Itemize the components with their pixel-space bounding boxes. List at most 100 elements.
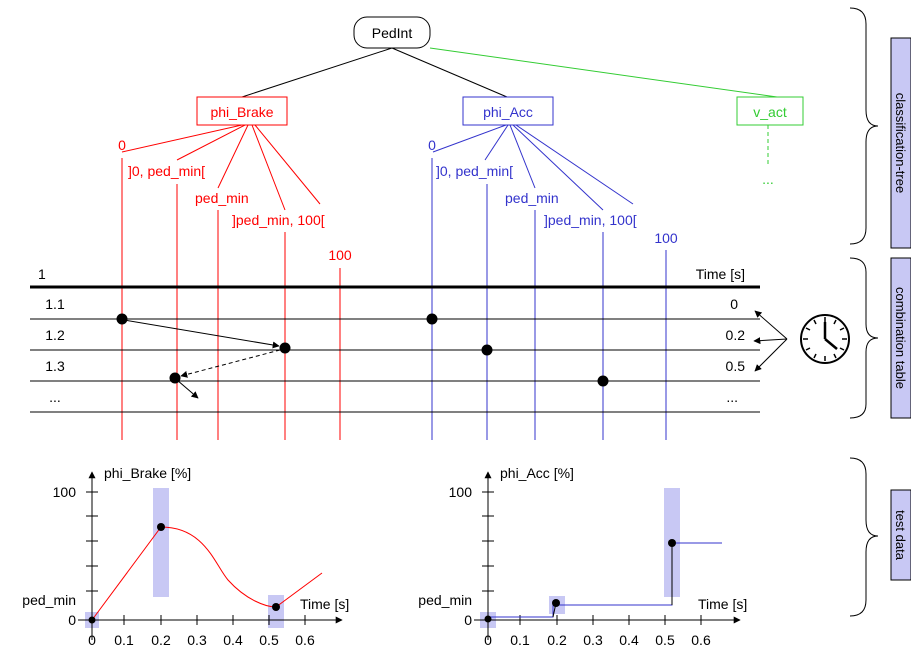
combination-table: 1 Time [s] 1.1 1.2 1.3 ... 0 0.2 0.5 ...	[30, 266, 788, 413]
time-band	[268, 595, 284, 628]
data-label-box	[890, 489, 911, 581]
table-section-label: combination table	[893, 287, 908, 389]
acc-class-pedmin: ped_min	[505, 190, 559, 206]
row-id: ...	[49, 389, 61, 405]
root-node	[353, 16, 431, 49]
svg-text:0: 0	[88, 632, 96, 648]
table-brace	[849, 257, 879, 419]
brake-class-pedmin: ped_min	[195, 190, 249, 206]
table-label-box	[890, 257, 911, 419]
row-time: 0	[730, 296, 738, 312]
class-columns	[121, 158, 667, 440]
acc-y-100: 100	[449, 484, 473, 500]
plot-acc: phi_Acc [%] 100 ped_min 0 Time [s] 0 0.1…	[418, 465, 747, 648]
selection-dot	[597, 375, 609, 387]
vact-node-label: v_act	[753, 104, 787, 120]
brake-class-open-high: ]ped_min, 100[	[232, 212, 325, 228]
row-id: 1.2	[45, 327, 65, 343]
brake-x-label: Time [s]	[300, 596, 349, 612]
root-label: PedInt	[372, 25, 413, 41]
acc-y-label: phi_Acc [%]	[500, 465, 574, 481]
brake-x-tick-labels: 0 0.1 0.2 0.3 0.4 0.5 0.6	[88, 632, 315, 648]
acc-class-0: 0	[428, 137, 436, 153]
time-band	[153, 488, 169, 597]
acc-y-pedmin: ped_min	[418, 592, 472, 608]
clock-icon	[800, 314, 850, 364]
x-ticks	[123, 615, 306, 625]
section-labels: classification-tree combination table te…	[890, 37, 911, 581]
classification-tree: PedInt phi_Brake 0 ]0, ped_min[ ped_min …	[118, 16, 804, 263]
svg-text:0.4: 0.4	[619, 632, 639, 648]
brake-y-pedmin: ped_min	[22, 592, 76, 608]
tree-brace	[849, 7, 879, 245]
svg-text:0.1: 0.1	[510, 632, 530, 648]
data-point	[157, 523, 165, 531]
transition-arrow	[123, 319, 280, 349]
svg-text:0.6: 0.6	[691, 632, 711, 648]
selection-dot	[481, 344, 493, 356]
data-point	[668, 539, 676, 547]
svg-text:0.2: 0.2	[547, 632, 567, 648]
svg-text:0.3: 0.3	[187, 632, 207, 648]
svg-text:0.3: 0.3	[583, 632, 603, 648]
transition-arrow	[176, 379, 199, 399]
data-point	[88, 616, 96, 624]
svg-text:0: 0	[484, 632, 492, 648]
timing-arrow	[754, 310, 788, 340]
tree-section-label: classification-tree	[893, 93, 908, 193]
edge-root-brake	[241, 47, 393, 98]
acc-class-open-high: ]ped_min, 100[	[544, 212, 637, 228]
svg-text:0.4: 0.4	[223, 632, 243, 648]
row-id: 1.1	[45, 296, 65, 312]
timing-arrow	[753, 337, 788, 345]
selection-dot	[279, 342, 291, 354]
svg-text:0.1: 0.1	[114, 632, 134, 648]
y-ticks	[482, 491, 494, 592]
data-section-label: test data	[893, 510, 908, 561]
vact-node	[736, 96, 804, 126]
acc-class-100: 100	[654, 230, 678, 246]
acc-class-edges	[432, 124, 634, 211]
table-header-left: 1	[38, 266, 46, 282]
data-brace	[849, 457, 879, 617]
plot-brake: phi_Brake [%] 100 ped_min 0 Time [s] 0 0…	[22, 465, 349, 648]
brake-class-0: 0	[118, 137, 126, 153]
brake-y-0: 0	[68, 612, 76, 628]
svg-text:0.6: 0.6	[295, 632, 315, 648]
edge-root-acc	[391, 47, 508, 98]
acc-y-0: 0	[464, 612, 472, 628]
brake-class-open-low: ]0, ped_min[	[128, 163, 205, 179]
section-braces	[849, 7, 879, 617]
selection-dot	[116, 313, 128, 325]
acc-signal	[488, 542, 722, 618]
row-time: ...	[726, 389, 738, 405]
row-time: 0.5	[726, 358, 746, 374]
row-id: 1.3	[45, 358, 65, 374]
brake-class-edges	[121, 124, 321, 211]
data-point	[552, 599, 560, 607]
brake-y-100: 100	[53, 484, 77, 500]
data-point	[272, 603, 280, 611]
svg-text:0.2: 0.2	[151, 632, 171, 648]
acc-x-label: Time [s]	[698, 596, 747, 612]
transition-arrow-dashed	[180, 349, 281, 378]
row-time: 0.2	[726, 327, 746, 343]
vact-more: ...	[762, 171, 774, 187]
svg-text:0.5: 0.5	[259, 632, 279, 648]
table-header-right: Time [s]	[696, 266, 745, 282]
brake-y-label: phi_Brake [%]	[104, 465, 191, 481]
selection-dot	[426, 313, 438, 325]
brake-signal	[91, 526, 323, 621]
edge-root-vact	[429, 47, 778, 98]
acc-x-tick-labels: 0 0.1 0.2 0.3 0.4 0.5 0.6	[484, 632, 711, 648]
svg-text:0.5: 0.5	[655, 632, 675, 648]
acc-node-label: phi_Acc	[483, 104, 533, 120]
brake-node-label: phi_Brake	[210, 104, 273, 120]
data-point	[484, 615, 492, 623]
brake-node	[196, 96, 288, 126]
brake-class-100: 100	[328, 247, 352, 263]
y-ticks	[86, 491, 98, 592]
timing-arrow	[754, 338, 788, 372]
acc-class-open-low: ]0, ped_min[	[436, 163, 513, 179]
